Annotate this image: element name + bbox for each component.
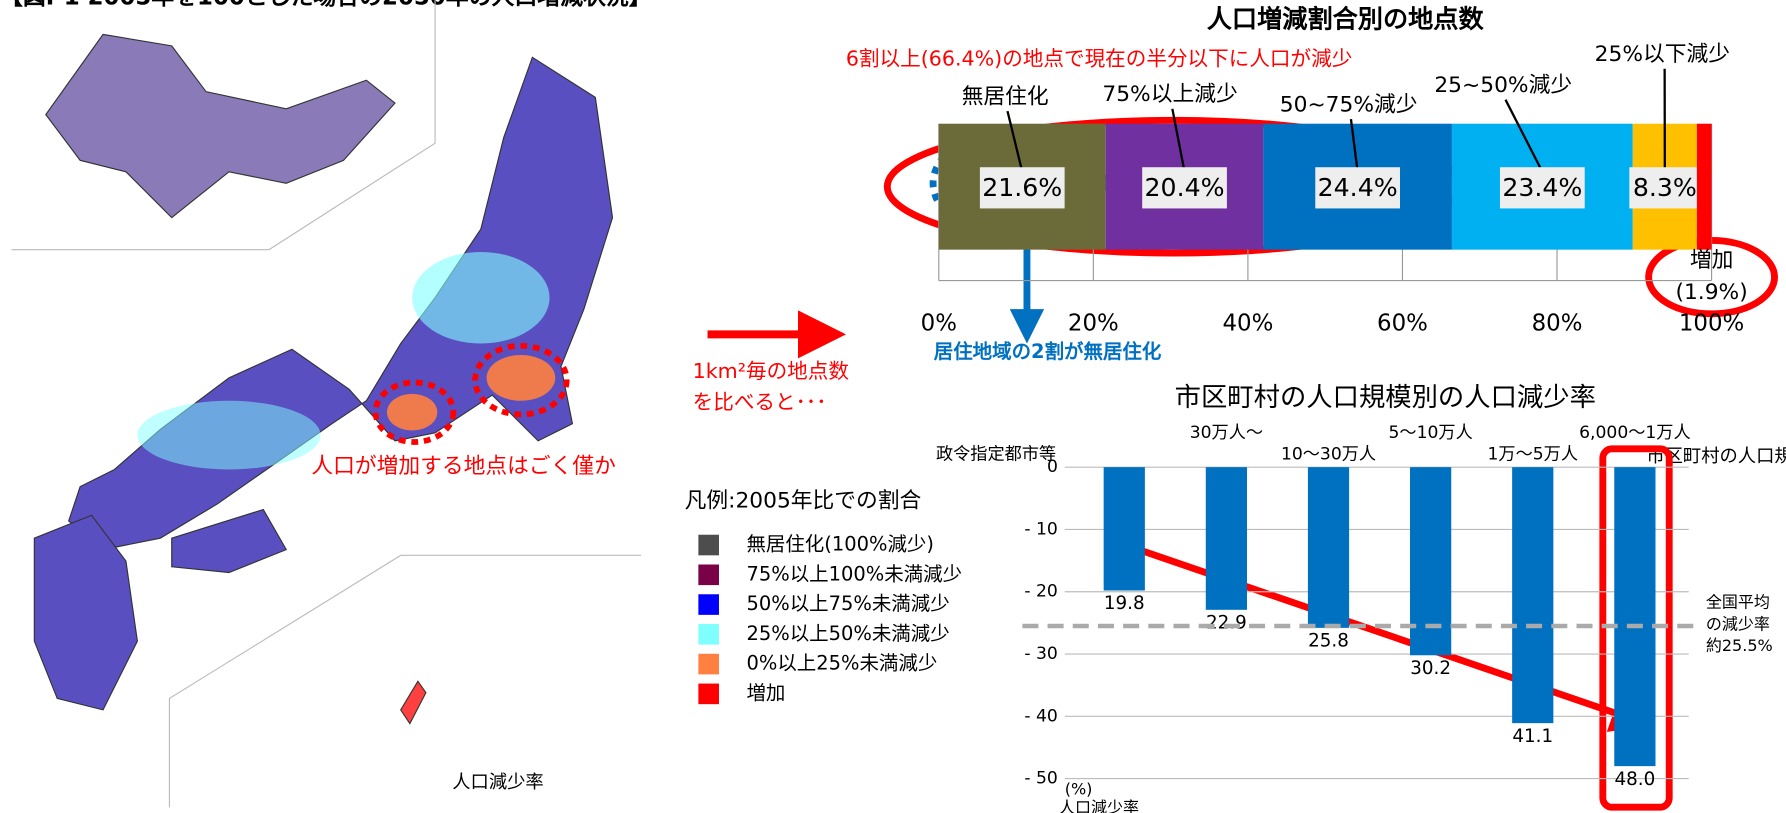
- x-tick-label: 100%: [1679, 311, 1744, 337]
- value-label: (1.9%): [1675, 280, 1747, 305]
- y-tick-label: - 20: [1024, 582, 1057, 602]
- map-annotation: 人口が増加する地点はごく僅か: [311, 454, 615, 479]
- legend-title: 凡例:2005年比での割合: [685, 489, 922, 514]
- label-box: [979, 167, 1065, 209]
- y-tick-label: 0: [1047, 457, 1058, 477]
- x-tick-label: 20%: [1068, 311, 1119, 337]
- highlight: [472, 342, 570, 418]
- x-tick-label: 80%: [1532, 311, 1583, 337]
- value-label: 24.4%: [1318, 173, 1398, 202]
- legend-swatch: [698, 624, 719, 645]
- legend-label: 50%以上75%未満減少: [746, 592, 949, 615]
- x-tick-label: 30万人～: [1190, 423, 1263, 443]
- segment-name: 75%以上減少: [1102, 82, 1237, 107]
- figure-title: 【図Ⅰ-1 2005年を100とした場合の2050年の人口増減状況】: [0, 0, 652, 10]
- x-tick-label: 60%: [1377, 311, 1428, 337]
- value-label: 21.6%: [982, 173, 1062, 202]
- bar-segment: [1696, 123, 1712, 250]
- map-area: [137, 400, 321, 470]
- leader-line: [1504, 99, 1544, 173]
- reference-label: 全国平均: [1706, 593, 1770, 612]
- kyushu: [33, 514, 138, 711]
- y-axis-label: (%): [1065, 780, 1093, 799]
- x-tick-label: 1万～5万人: [1488, 445, 1578, 465]
- leader-line: [1349, 118, 1359, 172]
- x-tick-label: 40%: [1222, 311, 1273, 337]
- shikoku: [171, 508, 288, 574]
- legend-swatch: [698, 534, 719, 556]
- reference-label: の減少率: [1706, 614, 1770, 633]
- value-label: 8.3%: [1633, 173, 1697, 202]
- value-label: 20.4%: [1145, 173, 1225, 202]
- x-tick-label: 政令指定都市等: [936, 445, 1056, 465]
- value-label: 23.4%: [1502, 173, 1582, 202]
- segment-name: 50~75%減少: [1280, 92, 1418, 117]
- legend-label: 25%以上50%未満減少: [746, 622, 949, 645]
- label-box: [1142, 167, 1227, 209]
- arrow: [1120, 540, 1653, 732]
- y-tick-label: - 50: [1024, 769, 1057, 789]
- map-area: [486, 354, 556, 401]
- segment-name: 25%以下減少: [1595, 42, 1730, 67]
- map-area: [386, 393, 438, 431]
- value-label: 30.2: [1410, 658, 1451, 679]
- inset-frame: [168, 554, 642, 808]
- value-label: 25.8: [1308, 631, 1349, 652]
- legend-swatch: [698, 653, 719, 675]
- y-tick-label: - 10: [1024, 519, 1057, 539]
- inset-label: 人口減少率: [452, 772, 544, 793]
- value-label: 22.9: [1206, 613, 1247, 634]
- legend-swatch: [698, 594, 719, 615]
- y-tick-label: - 40: [1024, 706, 1057, 726]
- legend-label: 75%以上100%未満減少: [746, 562, 962, 585]
- value-label: 48.0: [1615, 769, 1656, 790]
- transition-note: を比べると･･･: [693, 390, 827, 414]
- legend-label: 無居住化(100%減少): [746, 533, 934, 556]
- x-tick-label: 6,000～1万人: [1579, 423, 1691, 443]
- chart-title: 人口増減割合別の地点数: [1207, 5, 1485, 34]
- segment-name: 増加: [1690, 248, 1734, 273]
- legend-swatch: [698, 564, 719, 586]
- x-tick-label: 5～10万人: [1389, 423, 1473, 443]
- bar: [1614, 467, 1656, 767]
- annotation: 6割以上(66.4%)の地点で現在の半分以下に人口が減少: [846, 47, 1352, 71]
- label-box: [1499, 167, 1585, 209]
- segment-name: 無居住化: [962, 84, 1049, 109]
- y-axis-label: 人口減少率: [1059, 798, 1139, 813]
- map-area: [412, 251, 550, 344]
- inset-frame: [11, 0, 436, 251]
- label-box: [1315, 167, 1401, 209]
- chart-title: 市区町村の人口規模別の人口減少率: [1175, 383, 1596, 413]
- okinawa: [400, 680, 427, 725]
- x-tick-label: 10～30万人: [1281, 445, 1376, 465]
- hokkaido: [45, 33, 396, 219]
- highlight: [372, 379, 457, 445]
- bar: [1103, 467, 1145, 591]
- legend-swatch: [698, 683, 719, 705]
- map: [11, 0, 642, 808]
- legend-label: 増加: [746, 681, 785, 704]
- leader-line: [1006, 110, 1024, 173]
- x-axis-label: 市区町村の人口規模: [1646, 446, 1786, 467]
- value-label: 19.8: [1104, 593, 1145, 614]
- transition-note: 1km²毎の地点数: [693, 359, 850, 383]
- reference-label: 約25.5%: [1706, 636, 1773, 655]
- leader-line: [1171, 108, 1186, 173]
- y-tick-label: - 30: [1024, 644, 1057, 664]
- bar: [1307, 467, 1350, 628]
- bar: [1205, 467, 1247, 610]
- label-box: [1629, 167, 1701, 209]
- legend-label: 0%以上25%未満減少: [746, 652, 937, 675]
- bar: [1512, 467, 1554, 724]
- segment-name: 25~50%減少: [1434, 73, 1572, 98]
- annotation: 居住地域の2割が無居住化: [934, 340, 1162, 363]
- value-label: 41.1: [1512, 726, 1553, 747]
- x-tick-label: 0%: [921, 311, 957, 337]
